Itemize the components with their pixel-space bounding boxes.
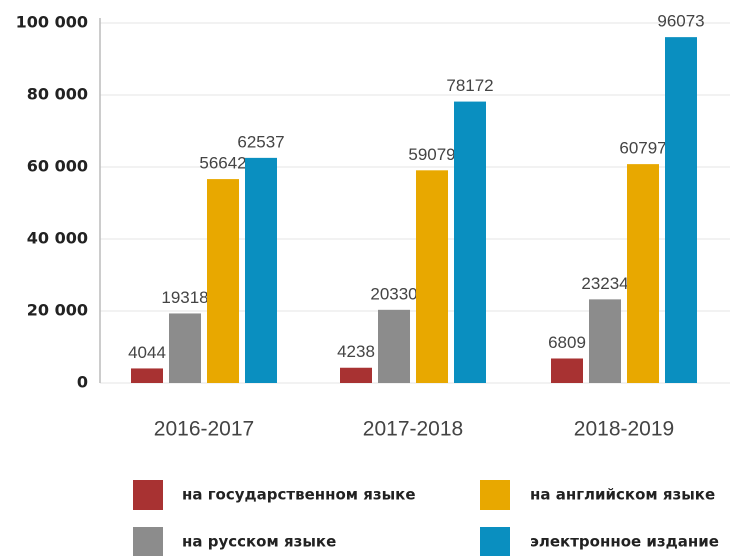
bar (245, 157, 277, 383)
legend-label: на русском языке (182, 533, 336, 551)
y-tick-label: 20 000 (27, 301, 88, 320)
value-label: 4238 (337, 342, 375, 361)
bar (627, 164, 659, 383)
value-label: 19318 (161, 288, 208, 307)
bar (340, 367, 372, 383)
bar (378, 309, 410, 383)
bar (131, 368, 163, 383)
x-tick-label: 2018-2019 (574, 418, 674, 441)
value-label: 23234 (581, 274, 628, 293)
value-label: 59079 (408, 145, 455, 164)
x-tick-label: 2017-2018 (363, 418, 463, 441)
bar (551, 358, 583, 383)
value-label: 96073 (657, 12, 704, 31)
value-label: 78172 (446, 76, 493, 95)
value-label: 56642 (199, 154, 246, 173)
bar (454, 101, 486, 383)
y-tick-label: 80 000 (27, 85, 88, 104)
y-tick-label: 60 000 (27, 157, 88, 176)
legend-label: электронное издание (530, 533, 719, 551)
legend-label: на государственном языке (182, 486, 416, 504)
value-label: 6809 (548, 333, 586, 352)
legend-swatch (480, 480, 510, 510)
bar (207, 179, 239, 383)
x-tick-label: 2016-2017 (154, 418, 254, 441)
bar (416, 170, 448, 383)
bar (665, 37, 697, 383)
legend-swatch (133, 480, 163, 510)
legend-label: на английском языке (530, 486, 715, 504)
value-label: 4044 (128, 343, 166, 362)
legend-swatch (480, 527, 510, 556)
y-tick-label: 100 000 (16, 13, 88, 32)
bar (169, 313, 201, 383)
y-tick-label: 40 000 (27, 229, 88, 248)
value-label: 60797 (619, 139, 666, 158)
value-label: 62537 (237, 132, 284, 151)
value-label: 20330 (370, 284, 417, 303)
legend-swatch (133, 527, 163, 556)
bar (589, 299, 621, 383)
y-tick-label: 0 (77, 373, 88, 392)
